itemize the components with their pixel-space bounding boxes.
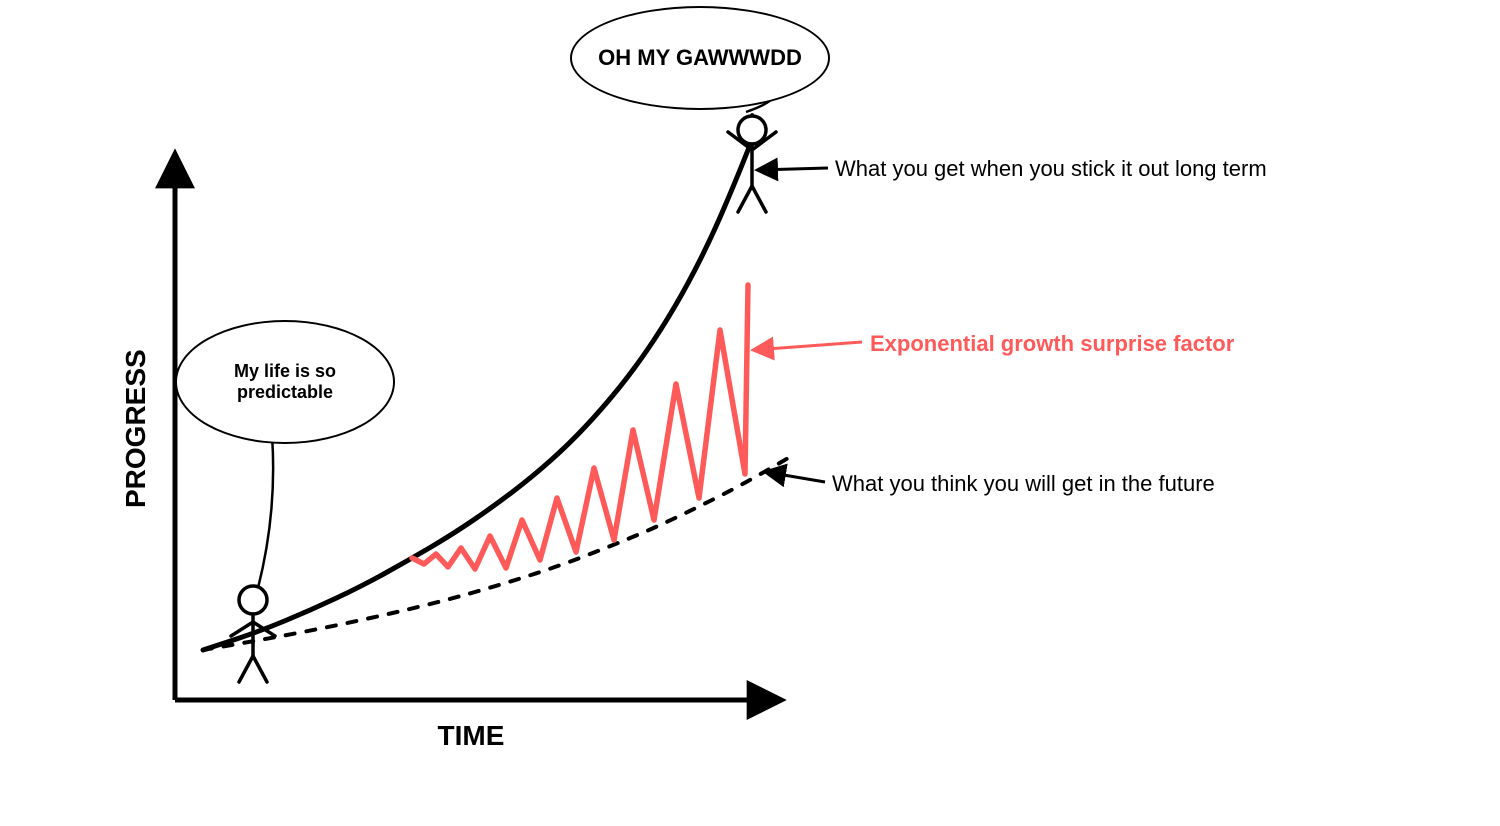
annotation-arrow-low	[766, 472, 825, 482]
speech-bubble-left: My life is so predictable	[175, 320, 395, 444]
stick-figure-excited	[728, 116, 776, 212]
stick-figure-bored	[231, 586, 275, 682]
speech-bubble-right-text: OH MY GAWWWDD	[598, 45, 802, 70]
annotation-long-term: What you get when you stick it out long …	[835, 155, 1267, 184]
speech-bubble-left-text: My life is so predictable	[187, 361, 383, 402]
annotation-arrow-mid	[754, 342, 862, 350]
x-axis-label: TIME	[438, 720, 505, 752]
annotation-arrow-top	[758, 168, 828, 170]
speech-tail-left	[258, 437, 273, 588]
annotation-linear-expectation: What you think you will get in the futur…	[832, 470, 1215, 499]
annotation-exponential-surprise: Exponential growth surprise factor	[870, 330, 1234, 359]
speech-bubble-right: OH MY GAWWWDD	[570, 6, 830, 110]
chart-stage: TIME PROGRESS My life is so predictable …	[0, 0, 1500, 826]
y-axis-label: PROGRESS	[120, 349, 152, 508]
